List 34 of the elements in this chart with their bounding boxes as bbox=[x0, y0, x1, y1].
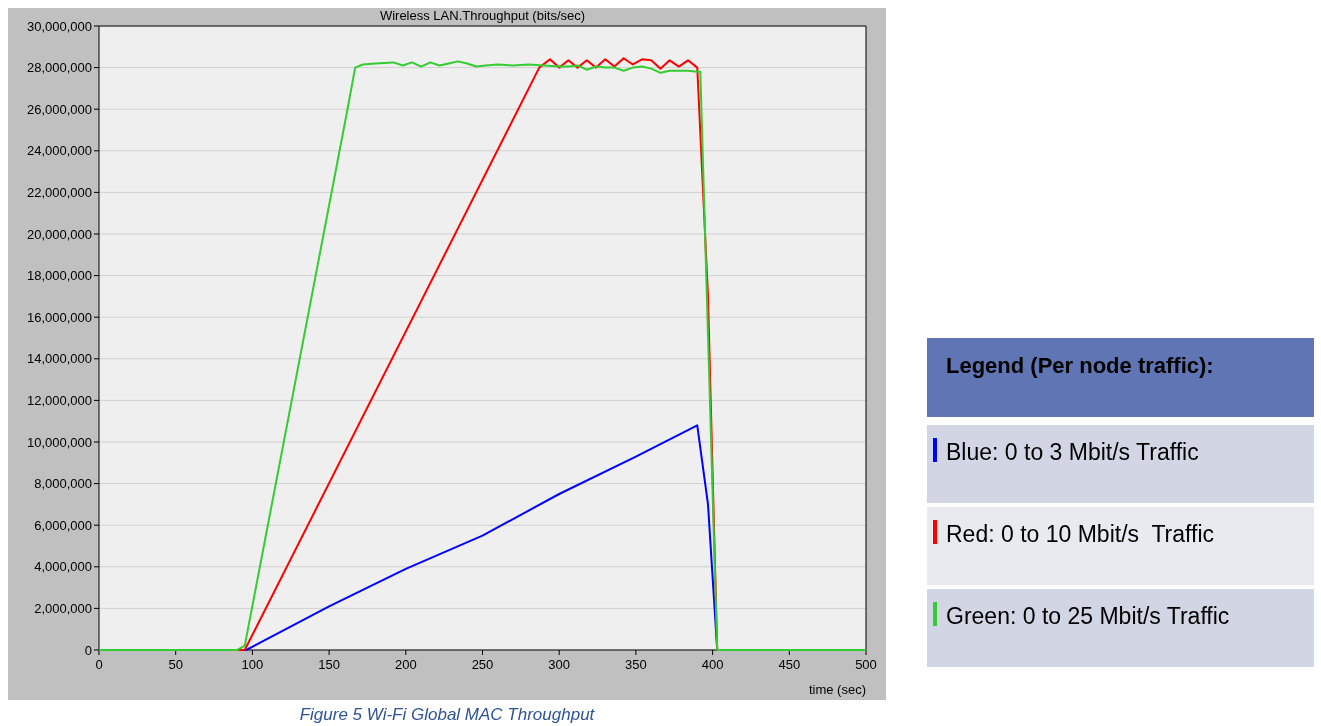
x-tick-label: 450 bbox=[778, 657, 801, 672]
x-tick-label: 350 bbox=[625, 657, 647, 672]
x-tick-label: 100 bbox=[241, 657, 264, 672]
legend-label: Red: 0 to 10 Mbit/s Traffic bbox=[946, 521, 1215, 547]
y-tick-label: 0 bbox=[84, 642, 92, 658]
y-tick-label: 20,000,000 bbox=[26, 226, 92, 242]
x-tick-label: 250 bbox=[471, 657, 494, 672]
x-tick-label: 400 bbox=[701, 657, 724, 672]
y-tick-label: 10,000,000 bbox=[26, 434, 92, 450]
x-axis-title: time (sec) bbox=[808, 682, 866, 697]
caption: Figure 5 Wi-Fi Global MAC Throughput bbox=[299, 705, 596, 724]
legend-label: Green: 0 to 25 Mbit/s Traffic bbox=[946, 603, 1230, 629]
x-tick-label: 50 bbox=[168, 657, 183, 672]
x-tick-label: 200 bbox=[394, 657, 417, 672]
y-tick-label: 8,000,000 bbox=[34, 476, 92, 492]
chart-title: Wireless LAN.Throughput (bits/sec) bbox=[379, 8, 586, 23]
y-tick-label: 16,000,000 bbox=[26, 309, 92, 325]
y-tick-label: 4,000,000 bbox=[34, 559, 92, 575]
y-tick-label: 6,000,000 bbox=[34, 517, 92, 533]
y-tick-label: 30,000,000 bbox=[26, 18, 92, 34]
x-tick-label: 500 bbox=[855, 657, 877, 672]
y-tick-label: 14,000,000 bbox=[26, 351, 92, 367]
legend-label: Blue: 0 to 3 Mbit/s Traffic bbox=[946, 439, 1199, 465]
y-tick-label: 18,000,000 bbox=[26, 268, 92, 284]
y-tick-label: 22,000,000 bbox=[26, 184, 92, 200]
x-tick-label: 0 bbox=[95, 657, 103, 672]
x-tick-label: 300 bbox=[548, 657, 571, 672]
x-tick-label: 150 bbox=[318, 657, 340, 672]
y-tick-label: 28,000,000 bbox=[26, 60, 92, 76]
y-tick-label: 24,000,000 bbox=[26, 143, 92, 159]
legend-title: Legend (Per node traffic): bbox=[946, 353, 1214, 378]
y-tick-label: 26,000,000 bbox=[26, 101, 92, 117]
y-tick-label: 12,000,000 bbox=[26, 392, 92, 408]
y-tick-label: 2,000,000 bbox=[34, 600, 92, 616]
